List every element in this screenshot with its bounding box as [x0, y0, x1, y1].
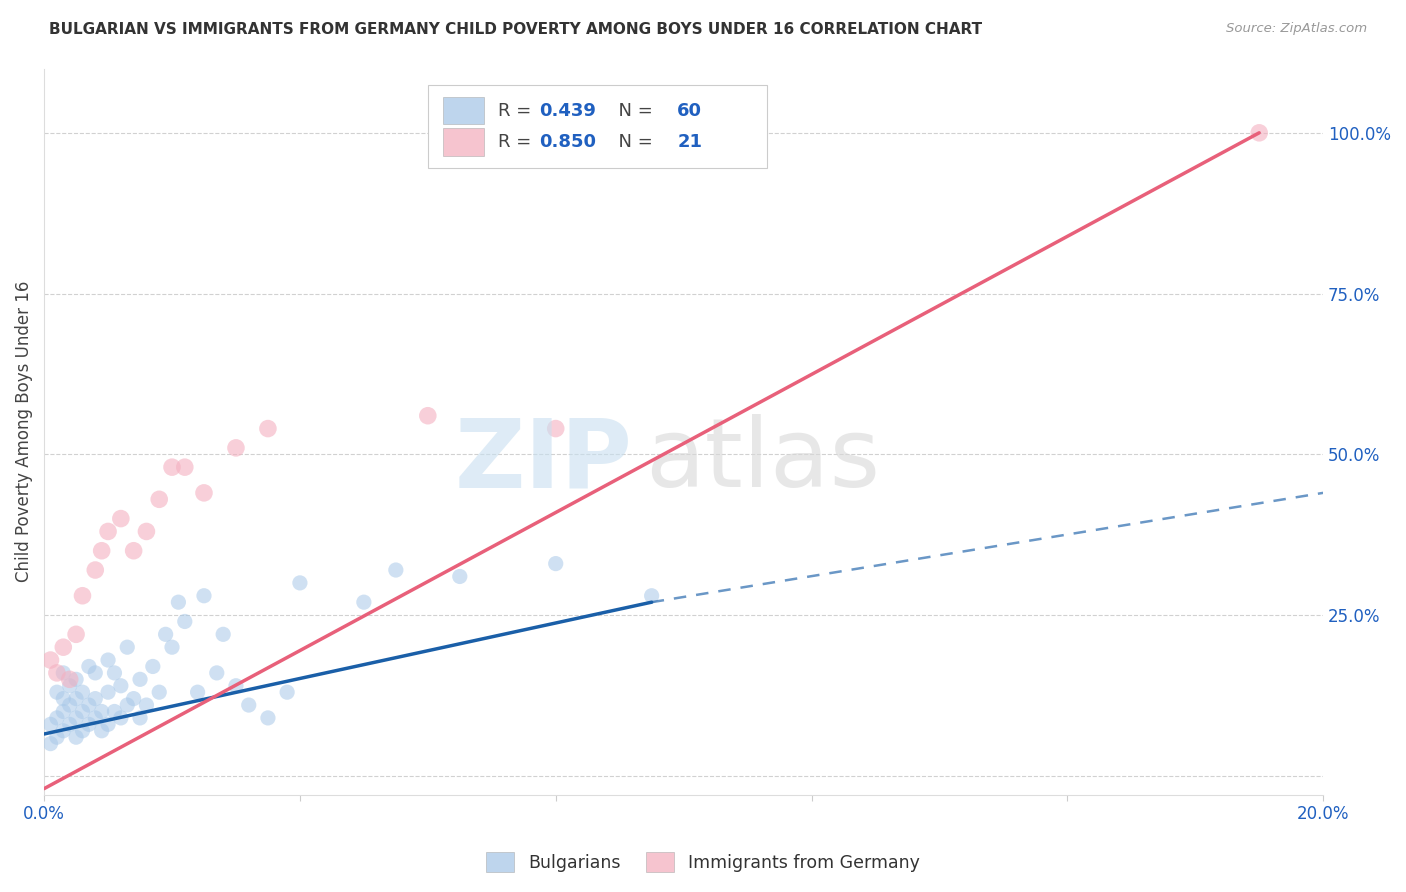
Point — [288, 575, 311, 590]
FancyBboxPatch shape — [443, 128, 484, 156]
Point — [225, 441, 247, 455]
Point — [72, 723, 94, 738]
Point — [103, 665, 125, 680]
Text: ZIP: ZIP — [454, 415, 633, 508]
Point — [52, 640, 75, 655]
Point — [39, 717, 62, 731]
Point — [257, 421, 280, 435]
Point — [77, 659, 100, 673]
Point — [65, 691, 87, 706]
Point — [167, 595, 190, 609]
Text: R =: R = — [498, 102, 537, 120]
Point — [39, 653, 62, 667]
FancyBboxPatch shape — [443, 97, 484, 125]
Point — [135, 698, 157, 712]
Point — [45, 730, 67, 744]
Point — [45, 685, 67, 699]
Point — [160, 460, 183, 475]
Point — [84, 563, 107, 577]
Point — [65, 711, 87, 725]
Text: 60: 60 — [678, 102, 702, 120]
Point — [544, 421, 567, 435]
Point — [117, 698, 139, 712]
Point — [97, 685, 120, 699]
Point — [193, 589, 215, 603]
Point — [77, 717, 100, 731]
Text: 21: 21 — [678, 133, 702, 151]
Text: 0.850: 0.850 — [538, 133, 596, 151]
Point — [1249, 126, 1271, 140]
Point — [385, 563, 408, 577]
Point — [39, 737, 62, 751]
Point — [276, 685, 298, 699]
Point — [52, 705, 75, 719]
Point — [212, 627, 235, 641]
Text: atlas: atlas — [645, 415, 880, 508]
Point — [97, 524, 120, 539]
Point — [84, 665, 107, 680]
Point — [122, 543, 145, 558]
Point — [103, 705, 125, 719]
Point — [45, 711, 67, 725]
Point — [129, 711, 152, 725]
Point — [65, 673, 87, 687]
Point — [155, 627, 177, 641]
Point — [59, 673, 82, 687]
Text: N =: N = — [607, 102, 658, 120]
Point — [135, 524, 157, 539]
Point — [122, 691, 145, 706]
Point — [148, 492, 170, 507]
Point — [45, 665, 67, 680]
Point — [173, 460, 195, 475]
Point — [117, 640, 139, 655]
Point — [84, 711, 107, 725]
Point — [110, 511, 132, 525]
Point — [257, 711, 280, 725]
Point — [59, 679, 82, 693]
Point — [52, 723, 75, 738]
Point — [90, 723, 112, 738]
Point — [416, 409, 439, 423]
Point — [173, 615, 195, 629]
Point — [52, 691, 75, 706]
Point — [640, 589, 662, 603]
Point — [97, 717, 120, 731]
Point — [160, 640, 183, 655]
Point — [187, 685, 209, 699]
Point — [353, 595, 375, 609]
Point — [238, 698, 260, 712]
Point — [84, 691, 107, 706]
Point — [129, 673, 152, 687]
Point — [72, 589, 94, 603]
Point — [52, 665, 75, 680]
Point — [72, 685, 94, 699]
Point — [59, 717, 82, 731]
Point — [110, 711, 132, 725]
Text: R =: R = — [498, 133, 537, 151]
Legend: Bulgarians, Immigrants from Germany: Bulgarians, Immigrants from Germany — [479, 845, 927, 879]
Point — [72, 705, 94, 719]
Point — [90, 705, 112, 719]
Text: Source: ZipAtlas.com: Source: ZipAtlas.com — [1226, 22, 1367, 36]
Text: BULGARIAN VS IMMIGRANTS FROM GERMANY CHILD POVERTY AMONG BOYS UNDER 16 CORRELATI: BULGARIAN VS IMMIGRANTS FROM GERMANY CHI… — [49, 22, 983, 37]
Point — [544, 557, 567, 571]
Point — [225, 679, 247, 693]
Point — [148, 685, 170, 699]
Point — [110, 679, 132, 693]
Point — [77, 698, 100, 712]
Point — [97, 653, 120, 667]
FancyBboxPatch shape — [427, 85, 766, 168]
Text: N =: N = — [607, 133, 658, 151]
Point — [193, 486, 215, 500]
Y-axis label: Child Poverty Among Boys Under 16: Child Poverty Among Boys Under 16 — [15, 281, 32, 582]
Point — [65, 730, 87, 744]
Point — [449, 569, 471, 583]
Point — [65, 627, 87, 641]
Point — [59, 698, 82, 712]
Point — [90, 543, 112, 558]
Point — [142, 659, 165, 673]
Point — [205, 665, 228, 680]
Text: 0.439: 0.439 — [538, 102, 596, 120]
